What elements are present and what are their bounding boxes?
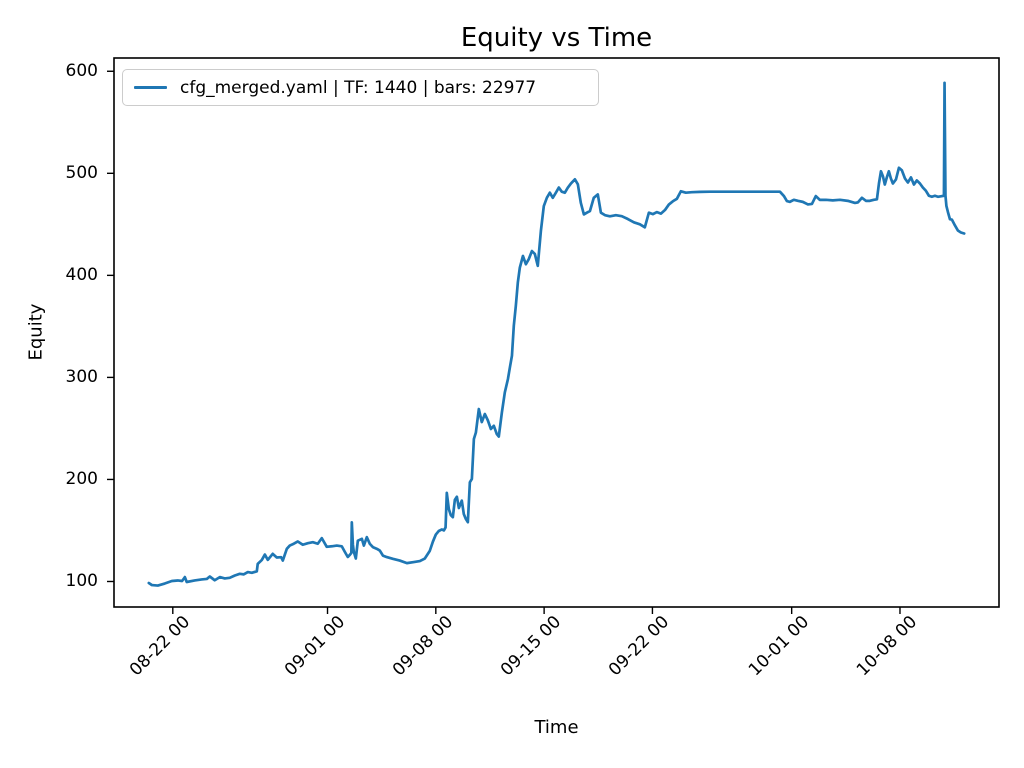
legend: cfg_merged.yaml | TF: 1440 | bars: 22977 — [122, 69, 599, 106]
legend-line-swatch — [134, 86, 167, 89]
legend-label: cfg_merged.yaml | TF: 1440 | bars: 22977 — [180, 77, 537, 98]
y-tick-label: 200 — [65, 469, 98, 490]
y-axis-label: Equity — [25, 303, 47, 361]
y-tick-label: 300 — [65, 367, 98, 388]
axes-frame — [113, 57, 1000, 608]
y-tick-label: 500 — [65, 163, 98, 184]
chart-title: Equity vs Time — [460, 23, 653, 53]
y-tick-label: 600 — [65, 61, 98, 82]
y-tick-label: 400 — [65, 265, 98, 286]
y-tick-label: 100 — [65, 571, 98, 592]
x-axis-label: Time — [534, 717, 579, 738]
equity-line — [147, 81, 966, 587]
